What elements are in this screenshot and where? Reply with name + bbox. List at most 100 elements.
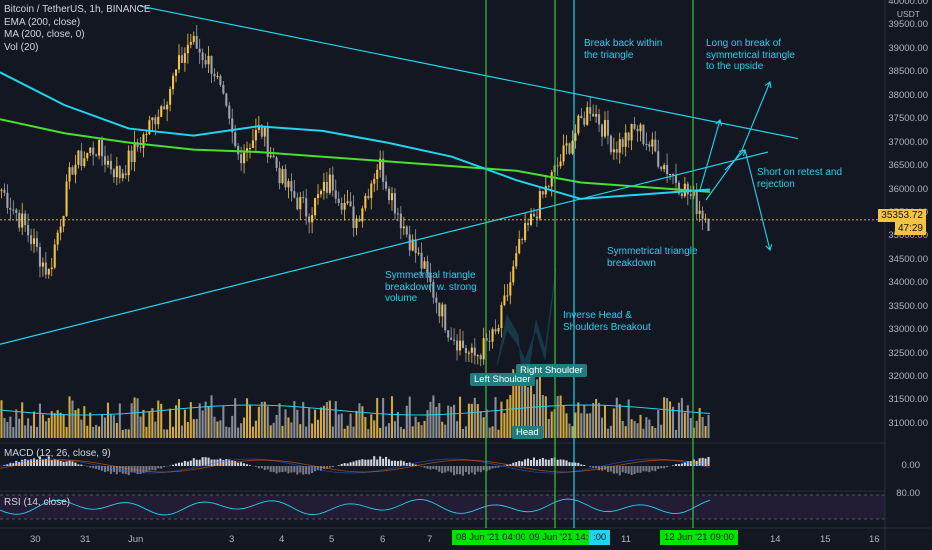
volume-bar bbox=[287, 417, 290, 438]
macd-bar bbox=[148, 466, 151, 471]
time-marker-08-jun[interactable]: 08 Jun '21 04:00 bbox=[452, 530, 530, 545]
time-marker-09-jun[interactable]: 09 Jun '21 14:00 bbox=[525, 530, 603, 545]
macd-bar bbox=[101, 466, 104, 471]
macd-bar bbox=[86, 466, 89, 467]
time-label-5: 5 bbox=[329, 534, 335, 545]
volume-bar bbox=[89, 412, 92, 438]
candle bbox=[367, 195, 370, 199]
candle bbox=[559, 161, 562, 167]
macd-bar bbox=[198, 459, 201, 466]
candle bbox=[461, 340, 465, 348]
macd-bar bbox=[349, 462, 352, 466]
volume-bar bbox=[266, 406, 269, 438]
macd-bar bbox=[547, 459, 550, 466]
arrow-head bbox=[765, 244, 773, 252]
macd-bar bbox=[639, 466, 642, 473]
volume-bar bbox=[92, 426, 95, 438]
volume-bar bbox=[621, 420, 624, 438]
macd-bar bbox=[618, 466, 621, 476]
volume-bar bbox=[145, 426, 148, 438]
macd-bar bbox=[245, 464, 249, 466]
macd-bar bbox=[302, 466, 305, 475]
candle bbox=[151, 117, 154, 121]
macd-bar bbox=[74, 462, 77, 466]
arrow-head bbox=[715, 118, 723, 126]
macd-bar bbox=[707, 456, 710, 466]
candle bbox=[145, 133, 148, 135]
macd-bar bbox=[35, 459, 39, 466]
macd-bar bbox=[544, 459, 547, 466]
candle bbox=[571, 140, 574, 154]
volume-legend[interactable]: Vol (20) bbox=[4, 41, 39, 53]
volume-bar bbox=[136, 398, 139, 438]
volume-bar bbox=[210, 395, 213, 438]
macd-bar bbox=[183, 460, 186, 466]
ema-legend[interactable]: EMA (200, close) bbox=[4, 16, 81, 28]
volume-bar bbox=[334, 401, 337, 438]
candle bbox=[379, 158, 382, 170]
candle bbox=[426, 261, 429, 274]
time-marker-cyan[interactable]: :00 bbox=[589, 530, 611, 545]
macd-bar bbox=[550, 458, 553, 466]
ma-legend[interactable]: MA (200, close, 0) bbox=[4, 29, 85, 40]
volume-bar bbox=[645, 417, 648, 438]
macd-legend[interactable]: MACD (12, 26, close, 9) bbox=[4, 448, 111, 459]
candle bbox=[204, 60, 207, 65]
candle bbox=[497, 328, 500, 332]
time-marker-12-jun[interactable]: 12 Jun '21 09:00 bbox=[660, 530, 738, 545]
candle bbox=[109, 160, 112, 170]
candle bbox=[269, 155, 272, 157]
macd-bar bbox=[583, 465, 586, 466]
volume-bar bbox=[41, 414, 44, 438]
candle bbox=[453, 339, 456, 341]
macd-bar bbox=[387, 459, 391, 466]
head-label: Head bbox=[512, 426, 543, 439]
volume-bar bbox=[160, 403, 163, 438]
volume-bar bbox=[636, 423, 639, 438]
volume-bar bbox=[680, 398, 683, 438]
macd-bar bbox=[609, 466, 612, 472]
candle bbox=[272, 155, 275, 158]
volume-bar bbox=[299, 424, 302, 438]
candle bbox=[95, 154, 98, 156]
macd-bar bbox=[512, 462, 515, 466]
macd-bar bbox=[479, 466, 482, 473]
macd-bar bbox=[535, 460, 538, 466]
macd-bar bbox=[671, 465, 675, 466]
candle bbox=[183, 53, 186, 63]
candle bbox=[535, 216, 538, 219]
volume-bar bbox=[577, 402, 580, 438]
annotation-symmetrical-breakdown-volume: Symmetrical triangle breakdown w. strong… bbox=[385, 270, 477, 304]
volume-bar bbox=[654, 427, 657, 438]
volume-bar bbox=[568, 423, 571, 438]
volume-bar bbox=[509, 394, 512, 438]
candle bbox=[124, 173, 127, 176]
rsi-legend[interactable]: RSI (14, close) bbox=[4, 497, 71, 508]
volume-bar bbox=[6, 421, 9, 438]
macd-bar bbox=[180, 462, 183, 466]
macd-bar bbox=[399, 460, 402, 466]
candle bbox=[630, 123, 633, 141]
macd-bar bbox=[574, 462, 577, 466]
candle bbox=[198, 48, 201, 53]
macd-bar bbox=[423, 466, 426, 468]
candle bbox=[325, 181, 328, 193]
macd-bar bbox=[370, 459, 373, 466]
candle bbox=[456, 340, 459, 351]
time-label-30: 30 bbox=[30, 534, 41, 545]
macd-bar bbox=[189, 460, 192, 466]
volume-bar bbox=[698, 408, 701, 438]
price-axis-label: 40000.00 bbox=[888, 0, 928, 7]
macd-bar bbox=[12, 463, 15, 466]
candle bbox=[666, 165, 669, 175]
macd-bar bbox=[524, 459, 527, 466]
macd-bar bbox=[118, 466, 121, 473]
volume-bar bbox=[189, 402, 192, 438]
candle bbox=[213, 73, 216, 77]
macd-bar bbox=[316, 466, 320, 471]
macd-bar bbox=[186, 461, 189, 466]
macd-bar bbox=[382, 458, 385, 466]
volume-bar bbox=[21, 402, 24, 438]
